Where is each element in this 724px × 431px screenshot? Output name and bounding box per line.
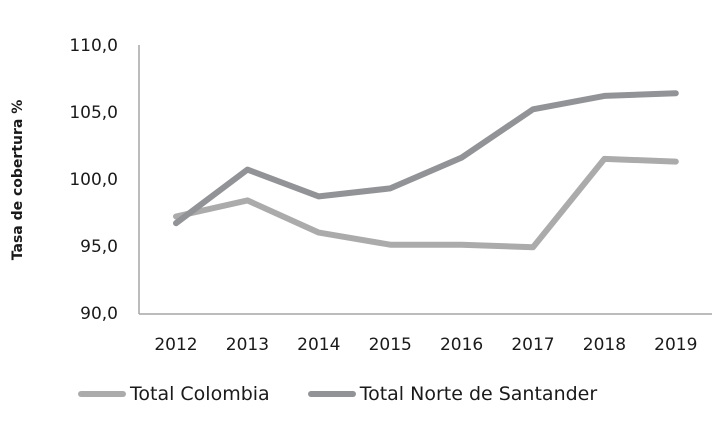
- legend-label: Total Norte de Santander: [359, 383, 598, 405]
- x-tick-label: 2019: [654, 335, 697, 355]
- legend-item-total-colombia: Total Colombia: [78, 383, 270, 405]
- y-tick-label: 105,0: [69, 103, 118, 123]
- legend-swatch-norte-de-santander: [307, 391, 356, 397]
- y-axis-ticks: 90,0 95,0 100,0 105,0 110,0: [69, 36, 118, 324]
- y-tick-label: 90,0: [80, 304, 118, 324]
- x-tick-label: 2013: [226, 335, 269, 355]
- series-line-total-colombia: [173, 155, 679, 251]
- series-line-total-norte-de-santander: [173, 90, 679, 227]
- y-tick-label: 110,0: [69, 36, 118, 56]
- x-tick-label: 2015: [369, 335, 412, 355]
- legend: Total Colombia Total Norte de Santander: [78, 383, 635, 405]
- y-axis-label: Tasa de cobertura %: [10, 100, 26, 261]
- y-tick-label: 95,0: [80, 237, 118, 257]
- legend-item-total-norte-de-santander: Total Norte de Santander: [307, 383, 598, 405]
- y-tick-label: 100,0: [69, 170, 118, 190]
- x-tick-label: 2018: [583, 335, 626, 355]
- x-tick-label: 2014: [297, 335, 340, 355]
- x-tick-label: 2017: [511, 335, 554, 355]
- legend-label: Total Colombia: [130, 383, 270, 405]
- x-axis-ticks: 2012 2013 2014 2015 2016 2017 2018 2019: [154, 335, 697, 355]
- legend-swatch-colombia: [78, 391, 126, 397]
- x-tick-label: 2016: [440, 335, 483, 355]
- series-lines: [173, 90, 679, 251]
- x-tick-label: 2012: [154, 335, 197, 355]
